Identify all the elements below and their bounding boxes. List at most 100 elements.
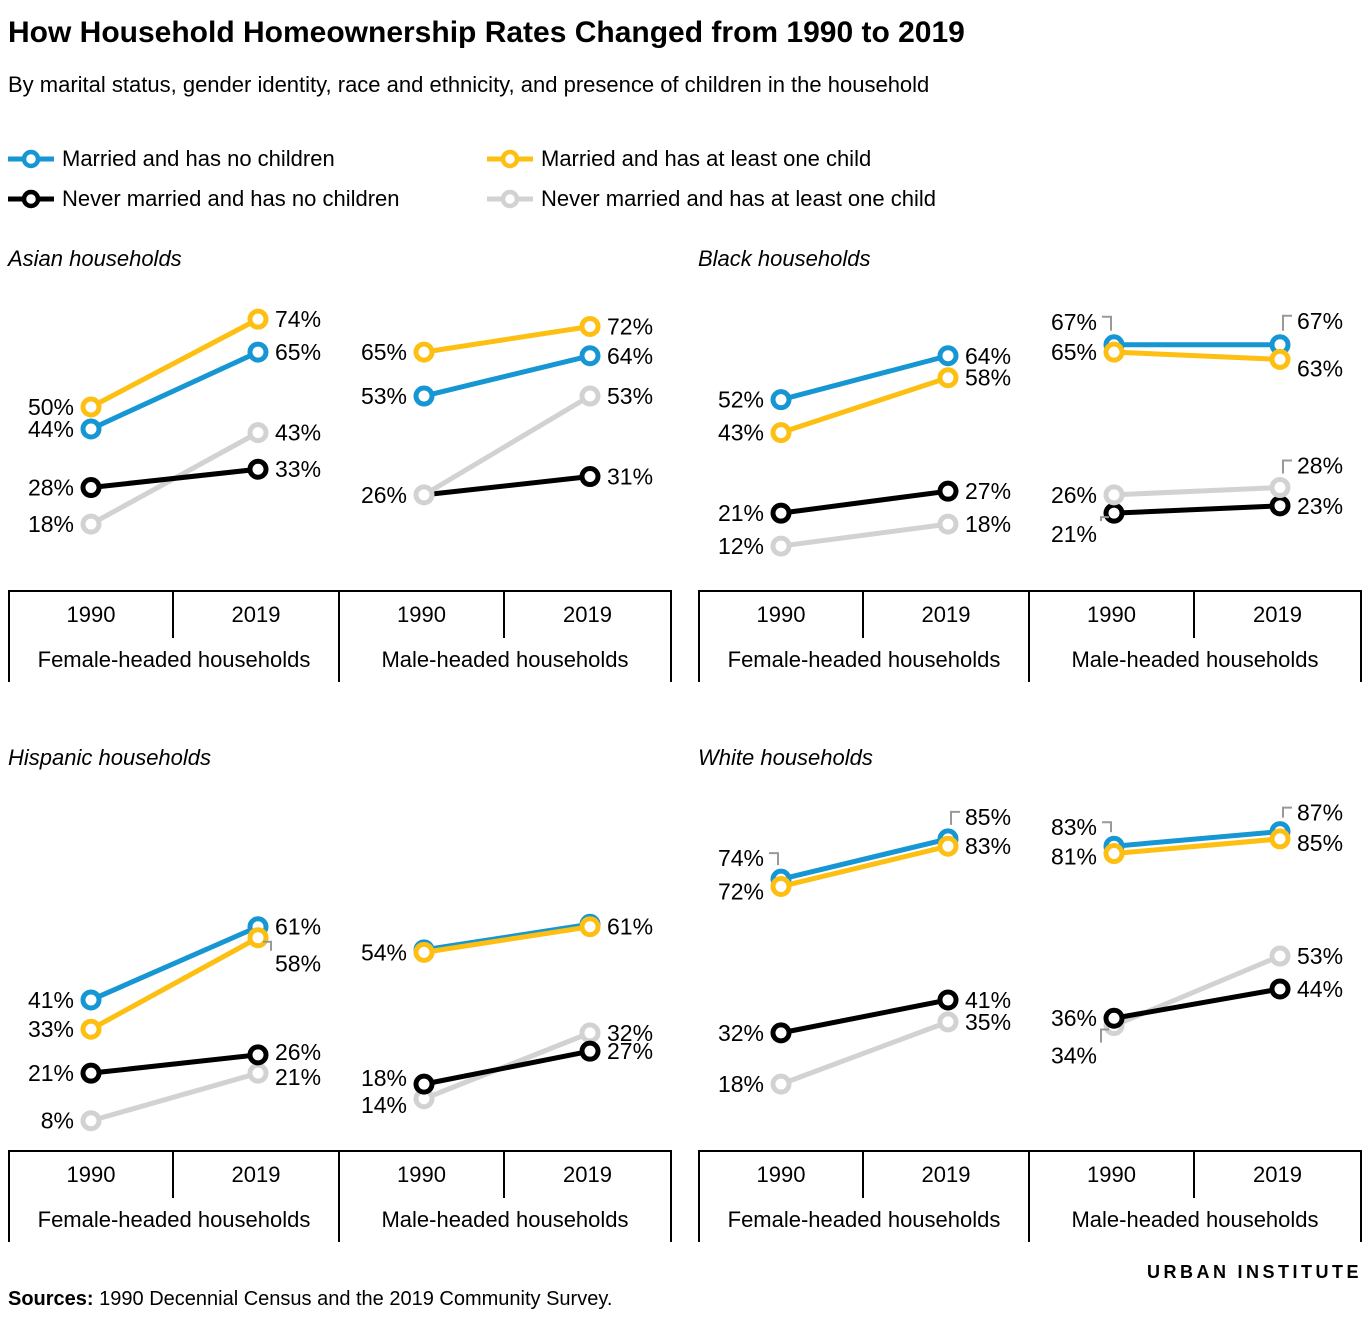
data-point-marker bbox=[1103, 341, 1125, 363]
year-tick-2019: 2019 bbox=[1253, 1162, 1302, 1187]
series-line bbox=[1113, 986, 1281, 1021]
series-line bbox=[423, 474, 591, 498]
series-line bbox=[89, 316, 260, 410]
data-value-label: 54% bbox=[361, 939, 407, 965]
page-subtitle: By marital status, gender identity, race… bbox=[8, 72, 930, 97]
year-tick-1990: 1990 bbox=[700, 592, 864, 638]
data-value-label: 67% bbox=[1297, 308, 1343, 334]
data-point-marker bbox=[1269, 348, 1291, 370]
line-circle-marker-icon bbox=[8, 189, 54, 209]
data-point-marker bbox=[1103, 484, 1125, 506]
sources-label: Sources: bbox=[8, 1288, 94, 1310]
data-value-label: 41% bbox=[28, 987, 74, 1013]
year-tick-1990: 1990 bbox=[1030, 592, 1195, 638]
series-married_child: 54% 61% bbox=[361, 914, 653, 966]
data-value-label: 26% bbox=[1051, 482, 1097, 508]
data-value-label: 21% bbox=[718, 500, 764, 526]
data-point-marker bbox=[80, 1110, 102, 1132]
data-point-marker bbox=[579, 1022, 601, 1044]
series-line bbox=[1113, 485, 1281, 498]
data-point-marker bbox=[80, 989, 102, 1011]
series-married_no_children: 41% 61% bbox=[28, 914, 321, 1013]
legend-circle bbox=[500, 189, 520, 209]
group-label: Male-headed households bbox=[381, 1207, 629, 1232]
series-line bbox=[780, 1019, 949, 1087]
data-value-label: 72% bbox=[718, 878, 764, 904]
sources-text: 1990 Decennial Census and the 2019 Commu… bbox=[93, 1288, 613, 1310]
label-leader-line bbox=[1100, 516, 1109, 522]
year-tick-2019: 2019 bbox=[231, 1162, 281, 1187]
label-leader-line bbox=[1100, 1028, 1109, 1043]
data-point-marker bbox=[413, 341, 435, 363]
data-point-marker bbox=[413, 385, 435, 407]
year-tick-2019: 2019 bbox=[563, 602, 612, 627]
data-point-marker bbox=[80, 1062, 102, 1084]
data-value-label: 18% bbox=[965, 511, 1011, 537]
year-tick-2019: 2019 bbox=[921, 602, 971, 627]
line-circle-marker-icon bbox=[487, 189, 533, 209]
data-value-label: 64% bbox=[607, 343, 653, 369]
label-leader-line bbox=[1102, 315, 1112, 331]
group-label: Female-headed households bbox=[37, 1207, 311, 1232]
series-line bbox=[89, 935, 260, 1032]
data-value-label: 63% bbox=[1297, 355, 1343, 381]
data-value-label: 52% bbox=[718, 387, 764, 413]
data-point-marker bbox=[247, 1062, 269, 1084]
data-value-label: 34% bbox=[1051, 1043, 1097, 1069]
axis-group: 1990 2019 Female-headed households bbox=[700, 1152, 1030, 1242]
data-value-label: 61% bbox=[275, 914, 321, 940]
group-label: Male-headed households bbox=[1071, 1207, 1319, 1232]
label-leader-line bbox=[1282, 806, 1292, 818]
legend-item-married-child: Married and has at least one child bbox=[487, 146, 871, 172]
axis-table-hispanic-households: 1990 2019 Female-headed households 1990 2019… bbox=[8, 1150, 672, 1242]
series-never_married_child: 26% 53% bbox=[361, 383, 653, 508]
series-married_no_children: 52% 64% bbox=[718, 343, 1011, 413]
series-never_married_no_children: 36% 44% bbox=[1051, 976, 1343, 1031]
data-point-marker bbox=[770, 389, 792, 411]
axis-group: 1990 2019 Female-headed households bbox=[10, 1152, 340, 1242]
series-line bbox=[780, 997, 949, 1036]
series-never_married_no_children: 21% 23% bbox=[1051, 493, 1343, 547]
line-circle-marker-icon bbox=[487, 149, 533, 169]
data-point-marker bbox=[247, 927, 269, 949]
series-line bbox=[422, 393, 592, 497]
legend-label: Never married and has no children bbox=[62, 186, 400, 211]
year-tick-1990: 1990 bbox=[700, 1152, 864, 1198]
line-circle-marker-icon bbox=[8, 149, 54, 169]
year-tick-1990: 1990 bbox=[340, 592, 505, 638]
axis-group: 1990 2019 Female-headed households bbox=[700, 592, 1030, 682]
data-value-label: 44% bbox=[1297, 976, 1343, 1002]
series-never_married_no_children: 31% bbox=[423, 464, 653, 498]
series-line bbox=[780, 843, 949, 889]
data-value-label: 18% bbox=[361, 1065, 407, 1091]
data-point-marker bbox=[770, 422, 792, 444]
series-never_married_no_children: 21% 27% bbox=[718, 478, 1011, 526]
data-point-marker bbox=[247, 308, 269, 330]
year-tick-1990: 1990 bbox=[10, 592, 174, 638]
data-point-marker bbox=[80, 1018, 102, 1040]
group-label: Male-headed households bbox=[381, 647, 629, 672]
data-point-marker bbox=[770, 535, 792, 557]
axis-table-white-households: 1990 2019 Female-headed households 1990 2019… bbox=[698, 1150, 1362, 1242]
series-married_child: 65% 72% bbox=[361, 313, 653, 365]
data-value-label: 85% bbox=[1297, 830, 1343, 856]
data-value-label: 31% bbox=[607, 464, 653, 490]
data-point-marker bbox=[80, 477, 102, 499]
series-line bbox=[1113, 836, 1281, 857]
data-point-marker bbox=[1269, 978, 1291, 1000]
series-line bbox=[423, 924, 591, 955]
series-line bbox=[780, 353, 949, 403]
page-title: How Household Homeownership Rates Change… bbox=[8, 16, 965, 49]
data-point-marker bbox=[247, 1044, 269, 1066]
data-point-marker bbox=[1269, 495, 1291, 517]
series-married_no_children: 53% 64% bbox=[361, 343, 653, 409]
legend-label: Married and has at least one child bbox=[541, 146, 872, 171]
year-tick-1990: 1990 bbox=[340, 1152, 505, 1198]
data-value-label: 18% bbox=[718, 1071, 764, 1097]
data-point-marker bbox=[579, 1040, 601, 1062]
series-never_married_child: 8% 21% bbox=[41, 1062, 321, 1134]
data-point-marker bbox=[80, 396, 102, 418]
data-value-label: 27% bbox=[607, 1038, 653, 1064]
data-point-marker bbox=[247, 458, 269, 480]
